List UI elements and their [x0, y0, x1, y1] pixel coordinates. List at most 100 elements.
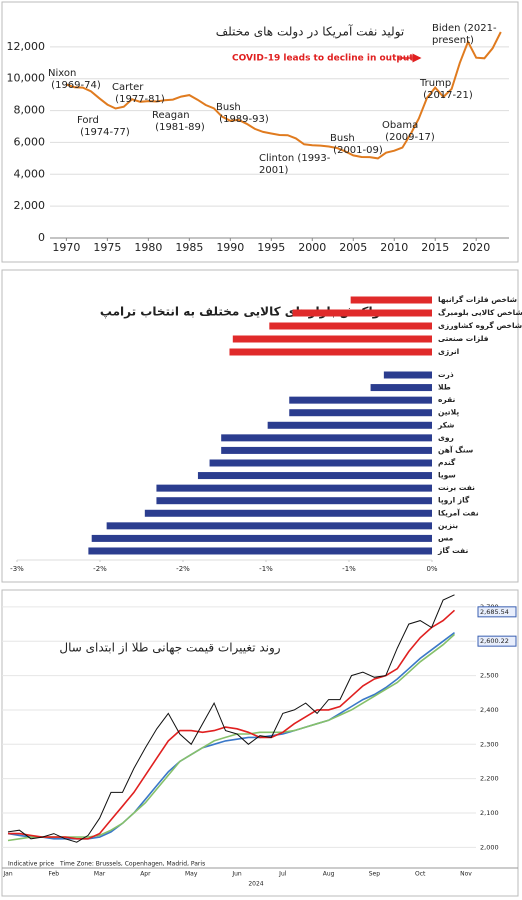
x-tick-label: 2000 — [298, 241, 326, 254]
price-box — [477, 635, 517, 647]
y-tick-label: 2,200 — [480, 775, 499, 783]
y-tick-label: پلاتین — [438, 408, 459, 417]
y-tick-label: شکر — [437, 420, 454, 429]
y-tick-label: 4,000 — [14, 167, 46, 180]
x-tick-label: -1% — [259, 565, 273, 573]
y-tick-label: سویا — [438, 471, 456, 480]
year-label: 2024 — [248, 881, 263, 888]
annotation: Reagan (1981-89) — [152, 110, 205, 133]
x-tick-label: Oct — [415, 871, 426, 878]
x-tick-label: -2% — [176, 565, 190, 573]
bar — [292, 309, 432, 317]
bar — [269, 322, 432, 330]
annotation: Nixon (1969-74) — [48, 68, 101, 91]
x-tick-label: 1980 — [134, 241, 162, 254]
chart-title: روند تغییرات قیمت جهانی طلا از ابتدای سا… — [59, 641, 280, 656]
annotation: Carter (1977-81) — [112, 82, 165, 105]
y-tick-label: 2,000 — [480, 843, 499, 851]
x-tick-label: 0% — [426, 565, 437, 573]
x-tick-label: -3% — [10, 565, 24, 573]
x-tick-label: 1975 — [93, 241, 121, 254]
panel — [1, 589, 519, 897]
y-tick-label: 6,000 — [14, 135, 46, 148]
bar — [383, 371, 432, 379]
x-tick-label: 2020 — [462, 241, 490, 254]
x-tick-label: 1990 — [216, 241, 244, 254]
y-tick-label: 12,000 — [7, 40, 46, 53]
y-tick-label: شاخص گروه کشاورزی — [438, 321, 522, 330]
bar — [221, 446, 432, 454]
y-tick-label: سنگ آهن — [438, 444, 473, 454]
panel — [1, 1, 519, 263]
x-tick-label: Jan — [2, 871, 12, 878]
annotation: Obama (2009-17) — [382, 120, 435, 143]
bar — [144, 509, 432, 517]
y-tick-label: بنزین — [438, 521, 458, 530]
x-tick-label: Nov — [460, 871, 472, 878]
x-tick-label: 2010 — [380, 241, 408, 254]
bar — [229, 348, 432, 356]
bar — [221, 434, 432, 442]
chart-title: تولید نفت آمریکا در دولت های مختلف — [216, 24, 404, 40]
x-tick-label: Apr — [140, 871, 151, 878]
bar — [289, 409, 432, 417]
x-tick-label: May — [185, 871, 198, 878]
bar — [267, 421, 432, 429]
y-tick-label: روی — [438, 433, 454, 442]
price-label: 2,685.54 — [480, 608, 509, 616]
y-tick-label: گاز اروپا — [438, 496, 470, 505]
bar — [370, 384, 432, 392]
annotation: Bush (2001-09) — [330, 133, 383, 156]
annotation: Biden (2021-present) — [432, 23, 497, 46]
x-tick-label: 2005 — [339, 241, 367, 254]
y-tick-label: شاخص فلزات گرانبها — [438, 295, 517, 304]
y-tick-label: طلا — [438, 383, 451, 392]
x-tick-label: 2015 — [421, 241, 449, 254]
x-tick-label: Mar — [94, 871, 106, 878]
bar — [88, 547, 432, 555]
y-tick-label: انرژی — [438, 347, 459, 356]
bar — [289, 396, 432, 404]
y-tick-label: 2,300 — [480, 740, 499, 748]
annotation: Ford (1974-77) — [77, 115, 130, 138]
y-tick-label: 10,000 — [7, 72, 46, 85]
annotation: Trump (2017-21) — [419, 78, 473, 101]
y-tick-label: مس — [438, 533, 454, 542]
price-label: 2,600.22 — [480, 637, 509, 645]
y-tick-label: شاخص کالایی بلومبرگ — [438, 307, 522, 317]
price-box — [477, 606, 517, 618]
y-tick-label: نقره — [438, 395, 455, 404]
bar — [156, 497, 432, 505]
bar — [91, 534, 432, 542]
x-tick-label: 1985 — [175, 241, 203, 254]
callout: COVID-19 leads to decline in output — [232, 54, 414, 64]
y-tick-label: گندم — [438, 458, 456, 467]
x-tick-label: Sep — [369, 871, 381, 878]
bar — [350, 296, 432, 304]
y-tick-label: ذرت — [438, 370, 454, 379]
y-tick-label: 2,100 — [480, 809, 499, 817]
annotation: Clinton (1993-2001) — [259, 153, 331, 176]
note: Indicative price — [8, 861, 54, 868]
line — [7, 633, 456, 842]
x-tick-label: -1% — [342, 565, 356, 573]
x-tick-label: Jul — [278, 871, 287, 878]
x-tick-label: Feb — [48, 871, 59, 878]
annotation: Bush (1989-93) — [216, 102, 269, 125]
y-tick-label: نفت گاز — [437, 546, 468, 555]
bar — [232, 335, 432, 343]
bar — [106, 522, 432, 530]
bar — [156, 484, 432, 492]
y-tick-label: 2,000 — [14, 199, 46, 212]
y-tick-label: 2,400 — [480, 706, 499, 714]
y-tick-label: 0 — [38, 231, 45, 244]
y-tick-label: نفت آمریکا — [438, 507, 479, 517]
bar — [209, 459, 432, 467]
y-tick-label: 8,000 — [14, 104, 46, 117]
line — [66, 31, 502, 160]
y-tick-label: 2,500 — [480, 672, 499, 680]
y-tick-label: نفت برنت — [438, 483, 475, 492]
line — [7, 594, 455, 843]
x-tick-label: -2% — [93, 565, 107, 573]
bar — [197, 472, 432, 480]
